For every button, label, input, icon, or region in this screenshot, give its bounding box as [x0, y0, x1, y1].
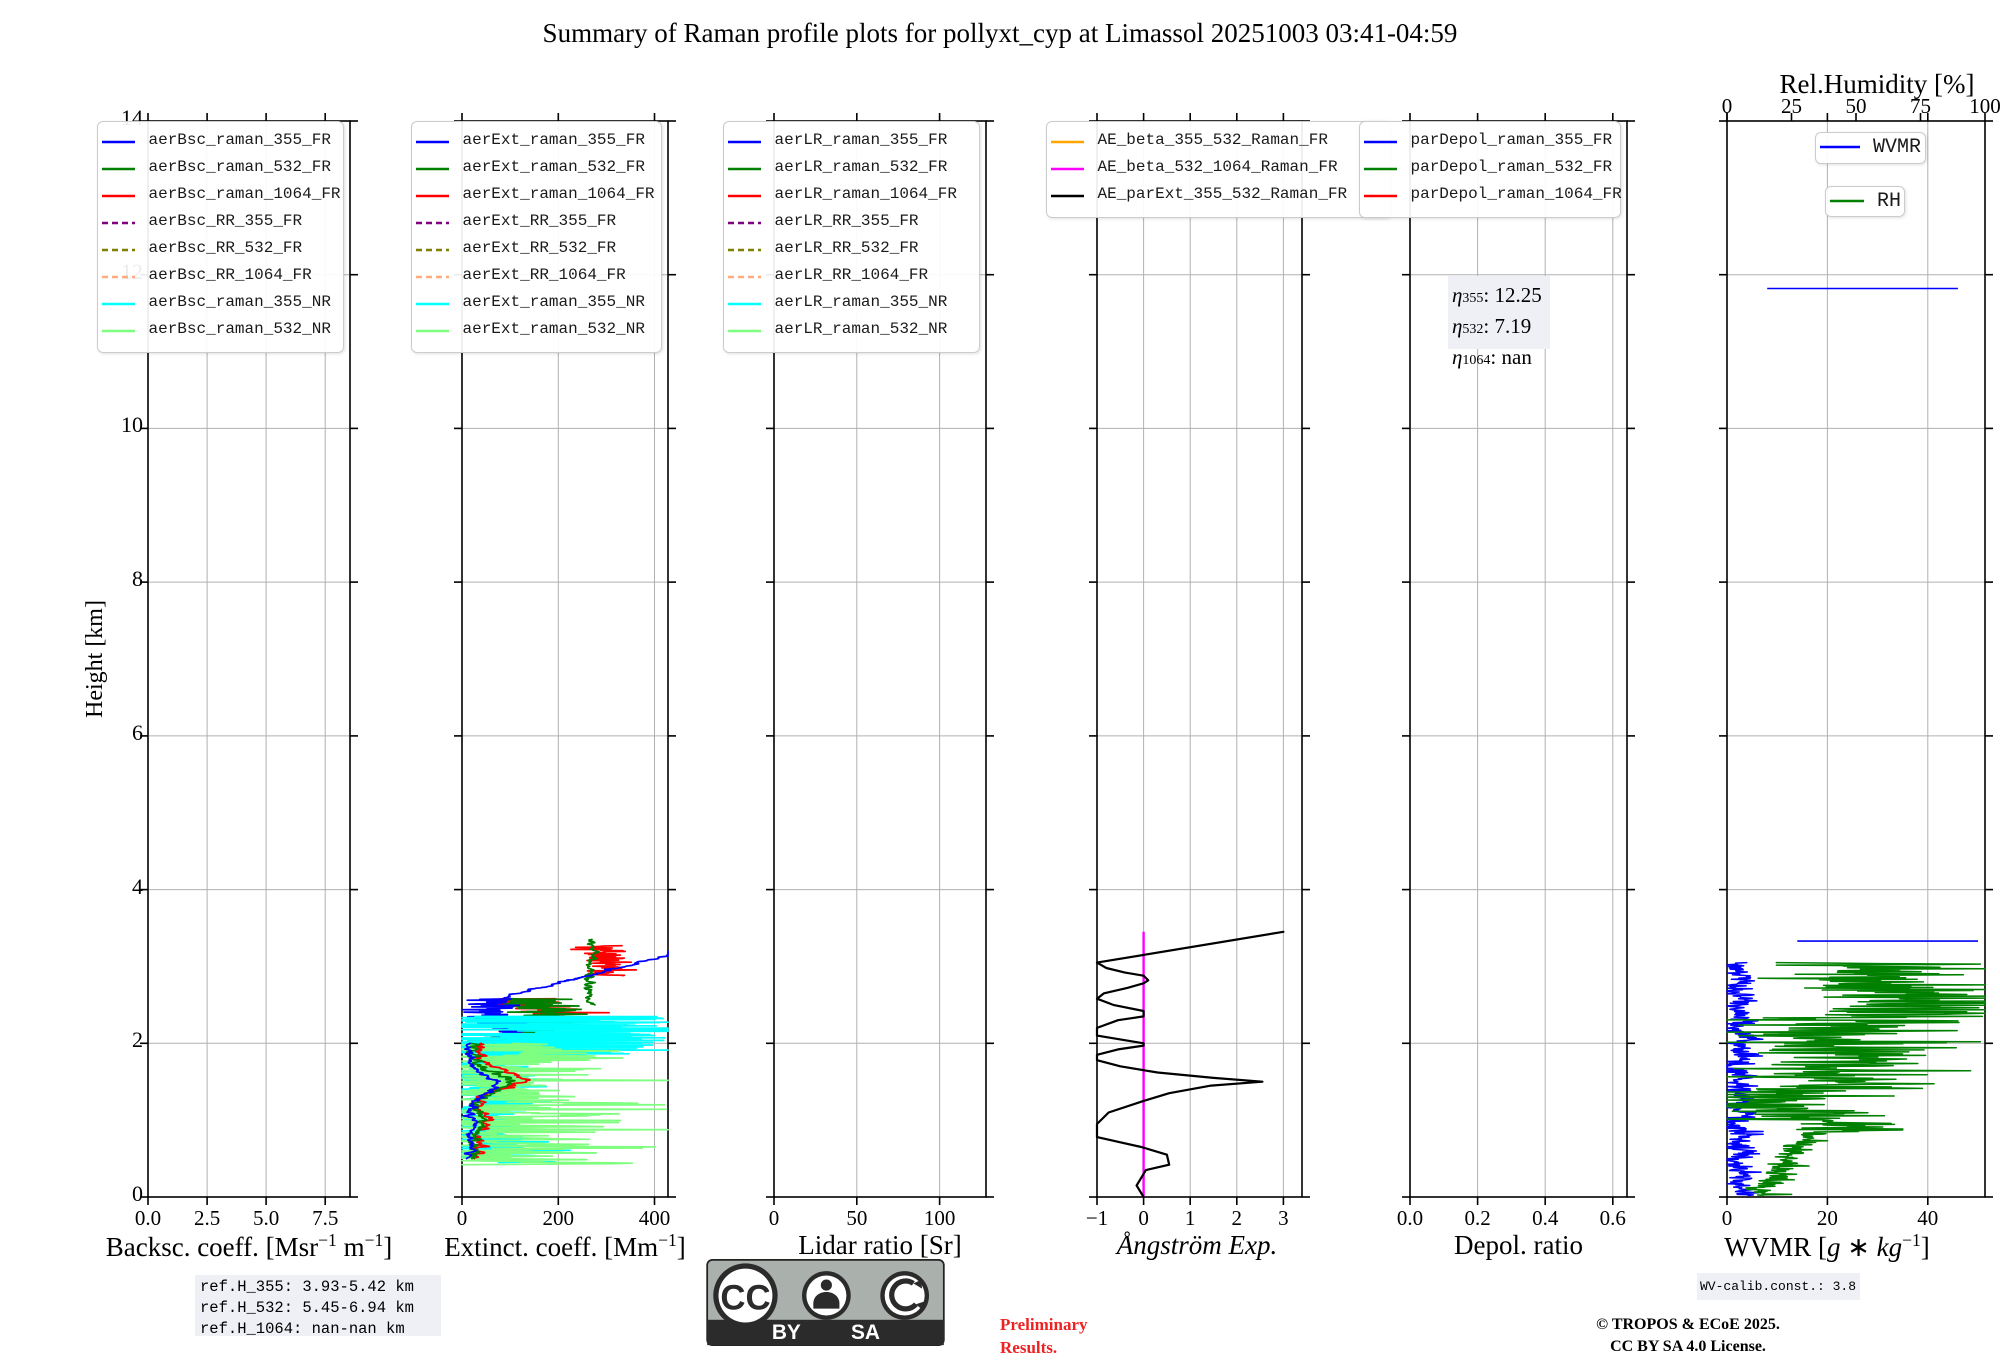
svg-text:SA: SA — [851, 1321, 880, 1344]
svg-text:CC: CC — [720, 1278, 770, 1317]
svg-text:BY: BY — [772, 1321, 801, 1344]
